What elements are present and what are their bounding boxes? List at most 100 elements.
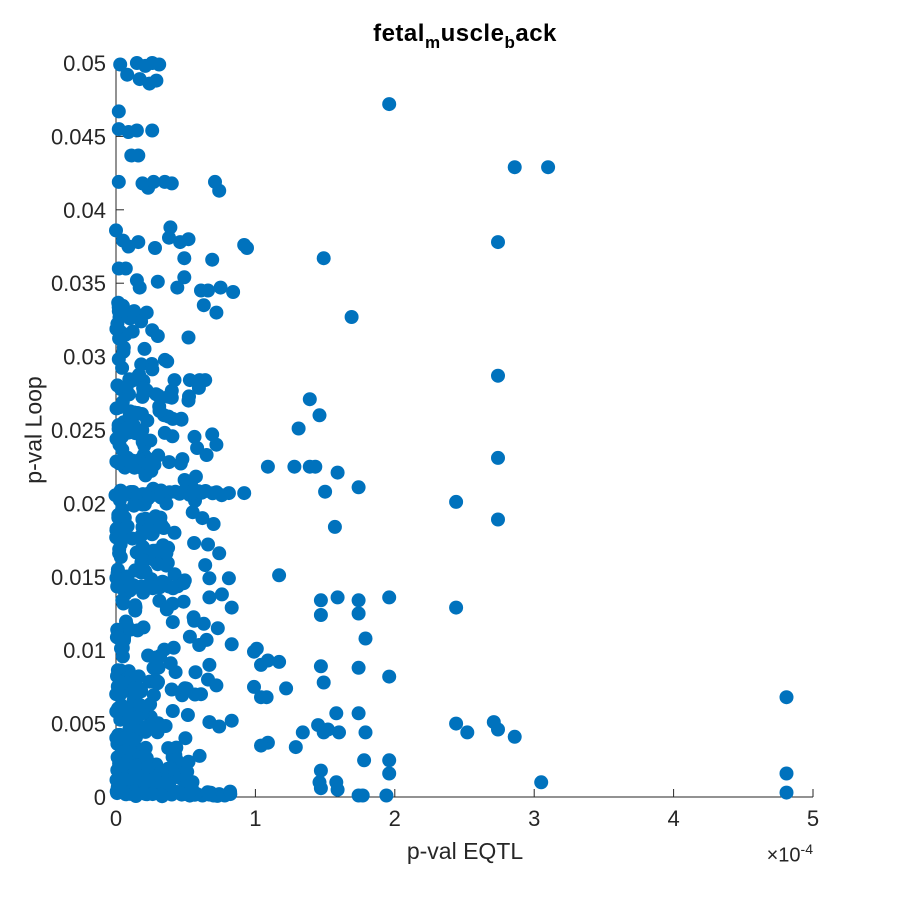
y-tick-label: 0.02 <box>63 491 106 516</box>
scatter-point <box>382 766 397 781</box>
scatter-point <box>170 280 185 295</box>
scatter-point <box>320 722 335 737</box>
scatter-point <box>332 725 346 740</box>
scatter-point <box>287 459 302 474</box>
scatter-point <box>240 241 254 255</box>
scatter-point <box>491 722 505 737</box>
scatter-point <box>148 241 162 255</box>
scatter-point <box>272 568 287 583</box>
x-tick-label: 3 <box>528 806 540 831</box>
scatter-point <box>382 669 397 684</box>
scatter-point <box>247 679 261 694</box>
title-subscript: b <box>504 33 516 52</box>
scatter-point <box>128 685 143 699</box>
scatter-point <box>224 600 239 615</box>
scatter-point <box>131 235 146 250</box>
y-tick-label: 0.045 <box>51 124 106 149</box>
scatter-point <box>351 660 366 675</box>
scatter-point <box>149 387 163 402</box>
scatter-point <box>181 232 196 247</box>
scatter-point <box>113 57 128 72</box>
scatter-point <box>254 738 268 753</box>
scatter-point <box>177 251 192 266</box>
scatter-point <box>119 379 134 394</box>
scatter-point <box>355 788 370 803</box>
scatter-point <box>313 608 328 622</box>
scatter-point <box>180 764 195 779</box>
scatter-point <box>149 73 164 88</box>
scatter-point <box>449 600 464 615</box>
scatter-point <box>491 512 505 527</box>
scatter-point <box>165 615 180 630</box>
scatter-point <box>295 725 310 740</box>
scatter-point <box>214 587 229 602</box>
scatter-point <box>177 473 192 487</box>
scatter-point <box>120 67 135 82</box>
scatter-point <box>460 725 475 740</box>
scatter-point <box>162 230 176 245</box>
scatter-point <box>132 280 147 295</box>
scatter-point <box>224 713 239 728</box>
y-tick-label: 0.015 <box>51 565 106 590</box>
scatter-point <box>186 610 201 625</box>
scatter-point <box>279 681 294 696</box>
scatter-point <box>226 285 241 299</box>
scatter-point <box>382 590 397 605</box>
scatter-point <box>156 521 171 535</box>
scatter-point <box>237 486 252 501</box>
x-tick-label: 2 <box>389 806 401 831</box>
scatter-point <box>313 659 328 674</box>
scatter-point <box>209 678 224 693</box>
scatter-point <box>198 558 213 573</box>
scatter-point <box>205 252 220 267</box>
scatter-point <box>191 380 206 395</box>
scatter-point <box>201 283 215 298</box>
scatter-point <box>212 719 227 734</box>
scatter-point <box>181 786 196 801</box>
scatter-point <box>212 183 227 198</box>
scatter-point <box>449 494 464 509</box>
scatter-point <box>165 704 180 718</box>
scatter-point <box>164 176 179 191</box>
scatter-point <box>254 657 268 672</box>
scatter-point <box>150 274 165 289</box>
scatter-point <box>182 389 196 404</box>
scatter-point <box>202 787 217 802</box>
scatter-point <box>308 459 323 474</box>
scatter-point <box>351 706 366 721</box>
tick-labels: 0 1 2 3 4 5 0 0.005 0.01 0.015 0.02 0.025 0.03 0.035 0… <box>51 51 819 831</box>
scatter-point <box>143 433 158 448</box>
scatter-point <box>152 57 167 72</box>
y-tick-label: 0.03 <box>63 345 106 370</box>
scatter-point <box>351 606 366 621</box>
scatter-point <box>115 675 129 690</box>
y-tick-label: 0.05 <box>63 51 106 76</box>
scatter-point <box>224 637 239 652</box>
scatter-point <box>163 656 178 671</box>
scatter-point <box>128 603 143 618</box>
x-tick-label: 5 <box>807 806 819 831</box>
scatter-point <box>330 465 345 480</box>
scatter-point <box>202 590 217 605</box>
scatter-point <box>146 543 161 558</box>
scatter-point <box>176 594 191 609</box>
scatter-point <box>190 441 205 455</box>
scatter-point <box>132 367 147 382</box>
scatter-point <box>163 220 178 235</box>
scatter-point <box>177 681 192 696</box>
scatter-point <box>779 766 794 781</box>
exponent-base: ×10 <box>766 844 801 867</box>
scatter-point <box>167 567 182 582</box>
scatter-point <box>534 775 549 790</box>
scatter-point <box>109 223 123 238</box>
scatter-point <box>330 782 345 797</box>
scatter-point <box>130 787 145 802</box>
scatter-point <box>180 708 195 722</box>
scatter-point <box>111 104 126 119</box>
chart-title: fetalmuscleback <box>116 20 814 52</box>
scatter-point <box>159 558 174 573</box>
x-tick-label: 0 <box>110 806 122 831</box>
scatter-point <box>351 593 366 608</box>
scatter-point <box>541 160 556 175</box>
